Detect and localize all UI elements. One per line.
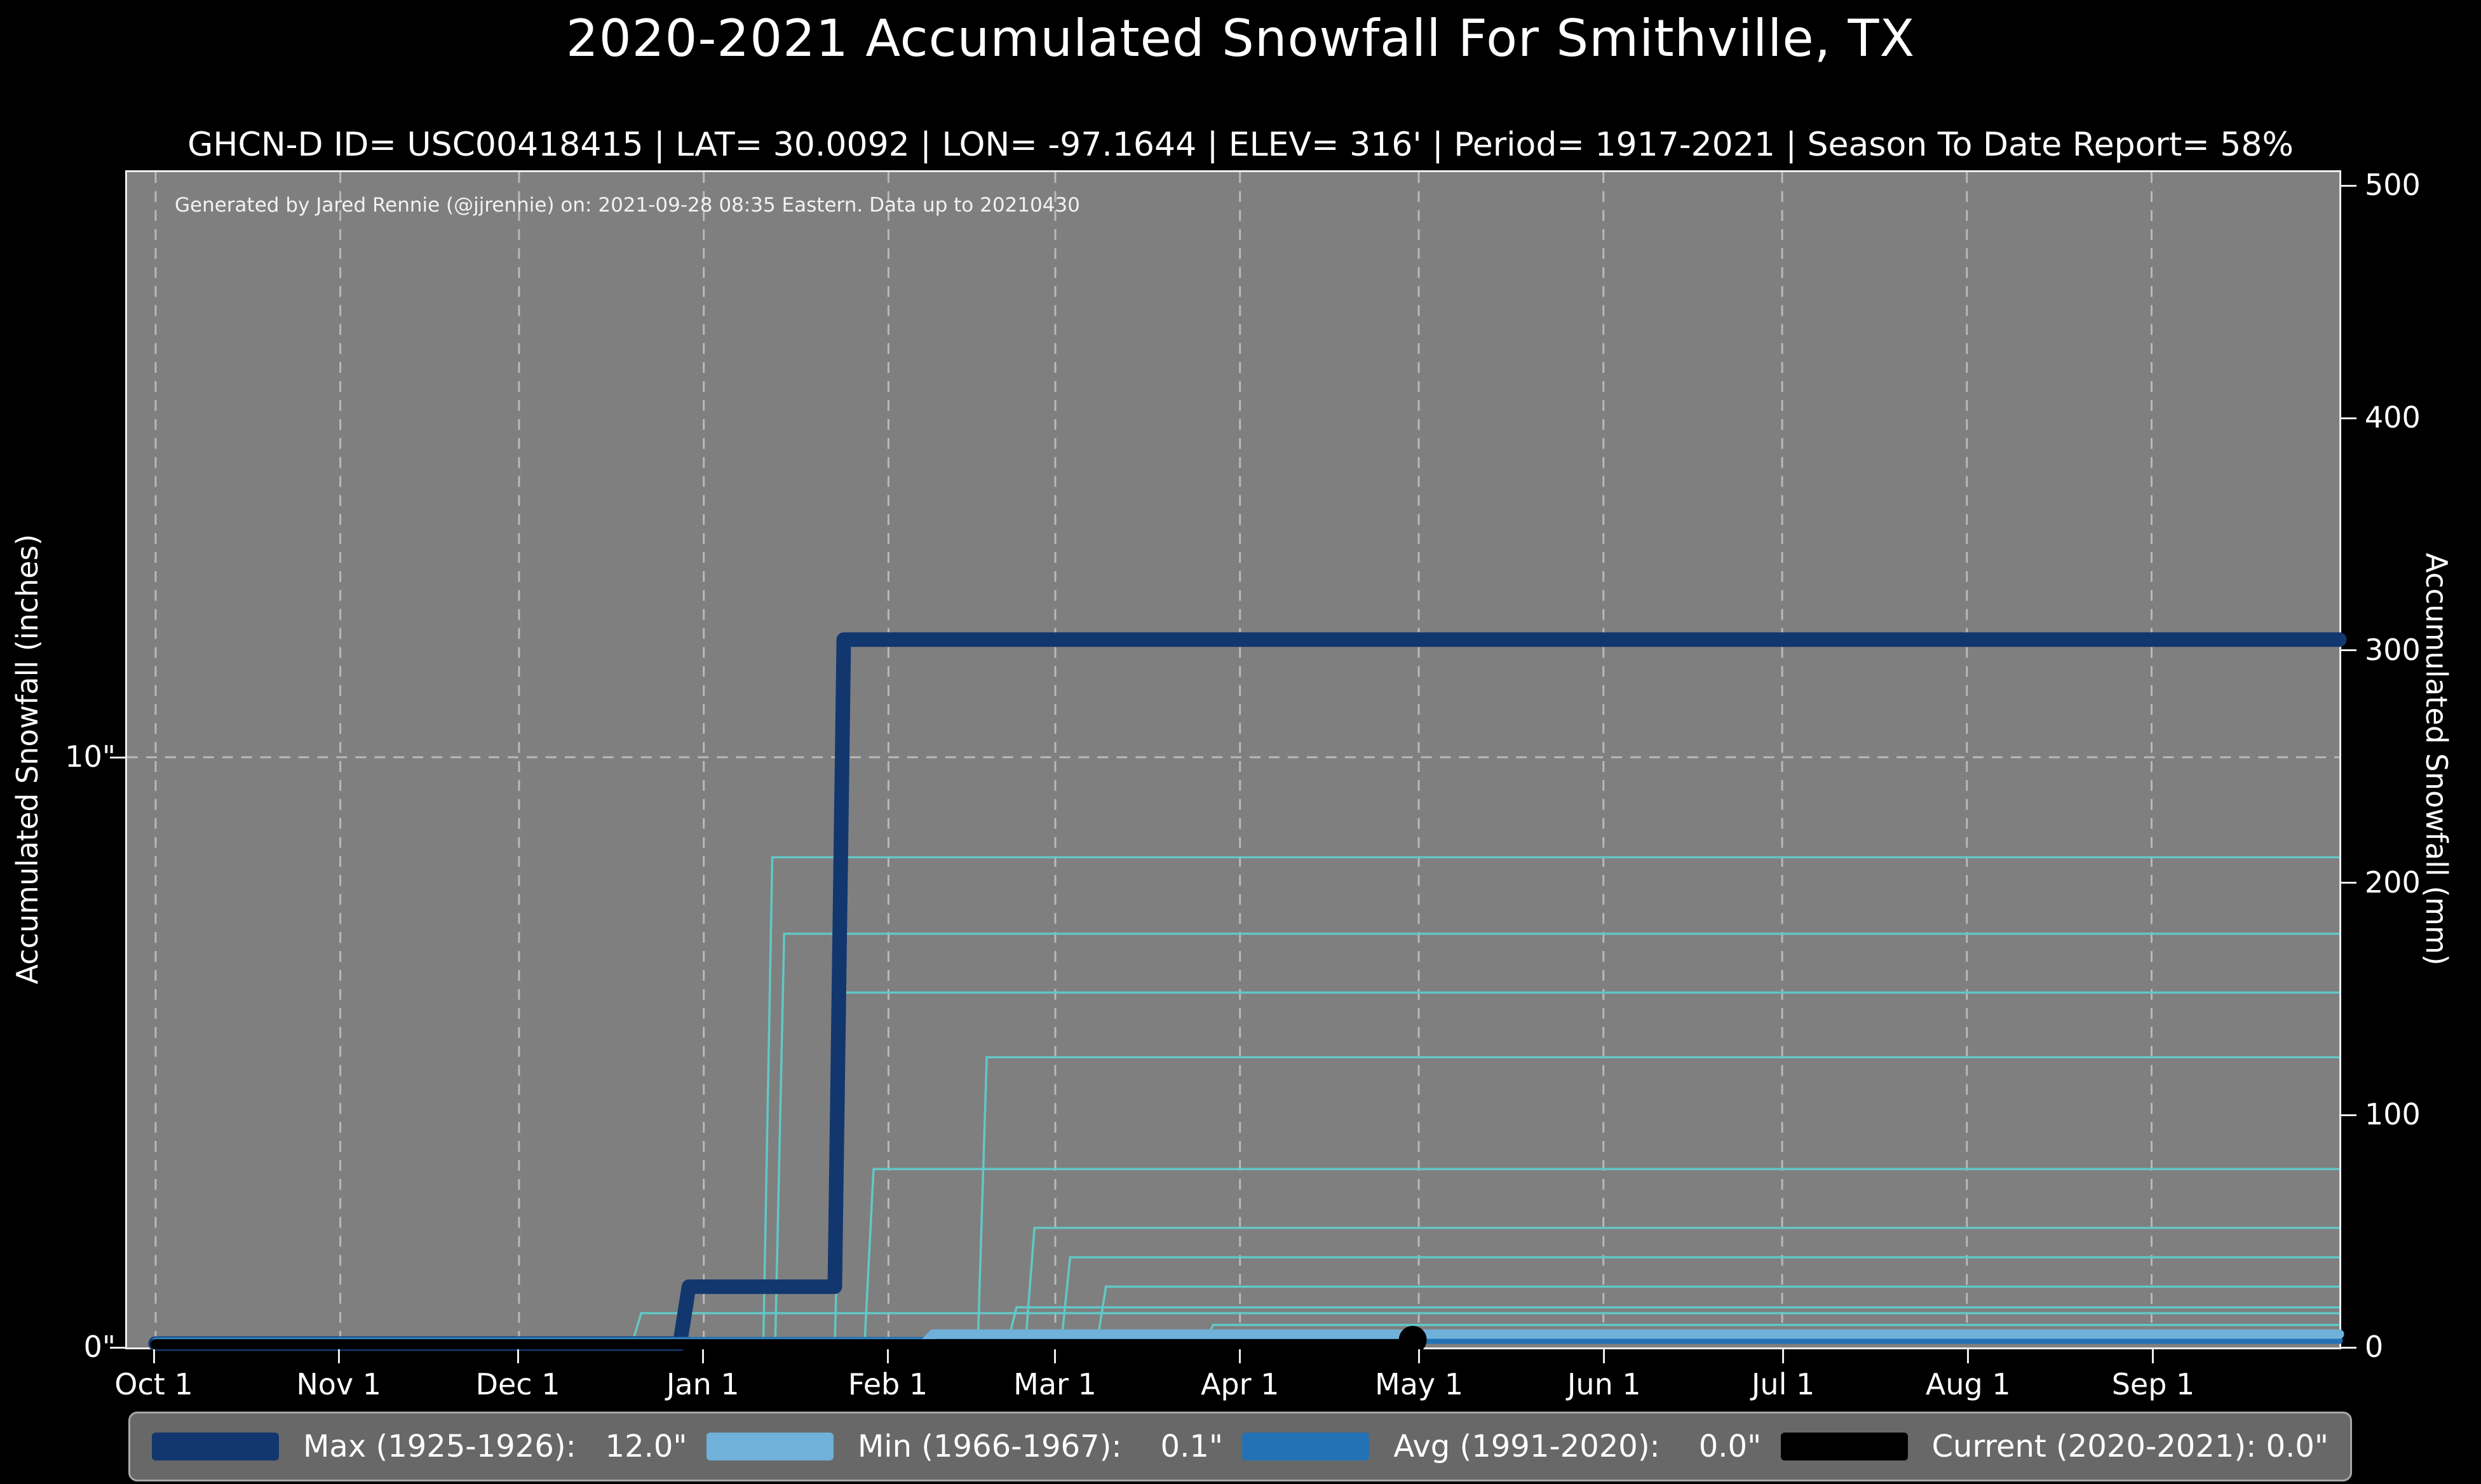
y-tick-mark-left	[110, 756, 125, 759]
legend-item: Avg (1991-2020): 0.0"	[1242, 1429, 1761, 1464]
x-tick-mark	[517, 1349, 519, 1363]
y-tick-mark-right	[2341, 184, 2356, 187]
x-tick-mark	[2152, 1349, 2154, 1363]
background-season-line	[155, 991, 2339, 1344]
x-tick-label: Mar 1	[1013, 1367, 1097, 1401]
axis-label-right-mm: Accumulated Snowfall (mm)	[2419, 553, 2454, 966]
chart-canvas	[127, 172, 2347, 1354]
y-tick-mark-right	[2341, 649, 2356, 652]
legend-label: Max (1925-1926): 12.0"	[303, 1429, 687, 1464]
y-tick-label-right: 100	[2365, 1097, 2421, 1132]
current-end-dot	[1398, 1326, 1427, 1354]
y-tick-mark-right	[2341, 882, 2356, 884]
legend-swatch	[1242, 1433, 1370, 1460]
legend-item: Min (1966-1967): 0.1"	[706, 1429, 1223, 1464]
x-tick-mark	[1053, 1349, 1056, 1363]
x-tick-label: Oct 1	[114, 1367, 193, 1401]
legend-item: Current (2020-2021): 0.0"	[1780, 1429, 2329, 1464]
x-tick-mark	[701, 1349, 704, 1363]
legend-label: Avg (1991-2020): 0.0"	[1393, 1429, 1762, 1464]
y-tick-label-right: 200	[2365, 865, 2421, 900]
x-tick-label: Jan 1	[666, 1367, 740, 1401]
x-tick-mark	[886, 1349, 889, 1363]
legend-swatch	[152, 1433, 279, 1460]
y-tick-mark-right	[2341, 417, 2356, 419]
x-tick-label: Aug 1	[1925, 1367, 2011, 1401]
y-tick-label-right: 500	[2365, 168, 2421, 203]
chart-subtitle: GHCN-D ID= USC00418415 | LAT= 30.0092 | …	[187, 126, 2294, 164]
background-season-line	[155, 933, 2339, 1344]
legend-label: Min (1966-1967): 0.1"	[857, 1429, 1223, 1464]
x-tick-label: May 1	[1375, 1367, 1464, 1401]
x-tick-label: Sep 1	[2111, 1367, 2195, 1401]
background-season-line	[155, 856, 2339, 1344]
x-tick-mark	[1418, 1349, 1421, 1363]
background-season-line	[155, 1056, 2339, 1344]
y-tick-label-right: 300	[2365, 632, 2421, 667]
x-tick-mark	[1782, 1349, 1785, 1363]
x-tick-mark	[1967, 1349, 1970, 1363]
legend: Max (1925-1926): 12.0" Min (1966-1967): 0…	[128, 1412, 2352, 1481]
generated-by-note: Generated by Jared Rennie (@jjrennie) on…	[175, 194, 1080, 217]
plot-area: Generated by Jared Rennie (@jjrennie) on…	[125, 170, 2347, 1354]
x-tick-mark	[152, 1349, 155, 1363]
x-tick-mark	[1603, 1349, 1606, 1363]
legend-label: Current (2020-2021): 0.0"	[1931, 1429, 2329, 1464]
x-tick-label: Dec 1	[475, 1367, 560, 1401]
y-tick-mark-right	[2341, 1114, 2356, 1116]
legend-item: Max (1925-1926): 12.0"	[152, 1429, 687, 1464]
x-tick-mark	[337, 1349, 340, 1363]
background-season-line	[155, 1168, 2339, 1344]
y-tick-label-left: 10"	[65, 739, 116, 774]
legend-swatch	[706, 1433, 834, 1460]
x-tick-label: Nov 1	[296, 1367, 382, 1401]
y-tick-mark-right	[2341, 1346, 2356, 1349]
y-tick-label-right: 0	[2365, 1330, 2384, 1364]
x-tick-label: Apr 1	[1200, 1367, 1280, 1401]
chart-title: 2020-2021 Accumulated Snowfall For Smith…	[565, 9, 1916, 68]
y-tick-label-right: 400	[2365, 400, 2421, 435]
y-tick-label-left: 0"	[83, 1330, 116, 1364]
y-tick-mark-left	[110, 1346, 125, 1349]
x-tick-mark	[1239, 1349, 1241, 1363]
legend-swatch	[1780, 1433, 1908, 1460]
x-tick-label: Jul 1	[1751, 1367, 1815, 1401]
x-tick-label: Jun 1	[1567, 1367, 1641, 1401]
x-tick-label: Feb 1	[848, 1367, 928, 1401]
